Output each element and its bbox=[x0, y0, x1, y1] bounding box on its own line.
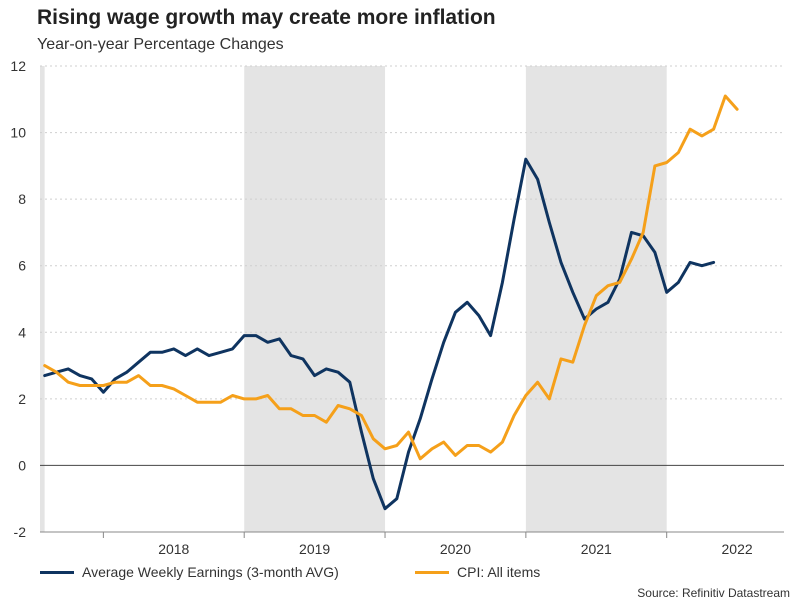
y-tick-label: 6 bbox=[18, 258, 26, 274]
x-tick-label: 2018 bbox=[158, 541, 189, 557]
shaded-period-0 bbox=[40, 66, 45, 532]
source-note: Source: Refinitiv Datastream bbox=[637, 586, 790, 600]
gridlines bbox=[40, 65, 784, 538]
y-tick-label: 0 bbox=[18, 457, 26, 473]
y-tick-label: 8 bbox=[18, 191, 26, 207]
x-axis-ticks: 2018 2019 2020 2021 2022 bbox=[158, 541, 753, 557]
y-tick-label: 2 bbox=[18, 391, 26, 407]
y-axis-ticks: -2 0 2 4 6 8 10 12 bbox=[10, 58, 26, 540]
y-tick-label: 4 bbox=[18, 324, 26, 340]
x-tick-label: 2020 bbox=[440, 541, 471, 557]
legend-label-cpi: CPI: All items bbox=[457, 564, 541, 580]
y-tick-label: 10 bbox=[10, 125, 26, 141]
y-tick-label: -2 bbox=[14, 524, 27, 540]
chart-title: Rising wage growth may create more infla… bbox=[37, 6, 496, 29]
legend-label-awe: Average Weekly Earnings (3-month AVG) bbox=[82, 564, 339, 580]
x-tick-label: 2021 bbox=[581, 541, 612, 557]
x-tick-label: 2022 bbox=[722, 541, 753, 557]
legend-swatch-cpi bbox=[415, 570, 449, 574]
legend-swatch-awe bbox=[40, 570, 74, 574]
legend-item-awe: Average Weekly Earnings (3-month AVG) bbox=[40, 564, 339, 580]
shaded-period-1 bbox=[244, 66, 386, 532]
shaded-periods bbox=[40, 66, 667, 532]
series-lines bbox=[43, 94, 739, 511]
y-tick-label: 12 bbox=[10, 58, 26, 74]
series-line-awe bbox=[43, 157, 716, 511]
legend-item-cpi: CPI: All items bbox=[415, 564, 540, 580]
series-line-cpi bbox=[43, 94, 739, 461]
chart-subtitle: Year-on-year Percentage Changes bbox=[37, 36, 284, 53]
x-tick-label: 2019 bbox=[299, 541, 330, 557]
